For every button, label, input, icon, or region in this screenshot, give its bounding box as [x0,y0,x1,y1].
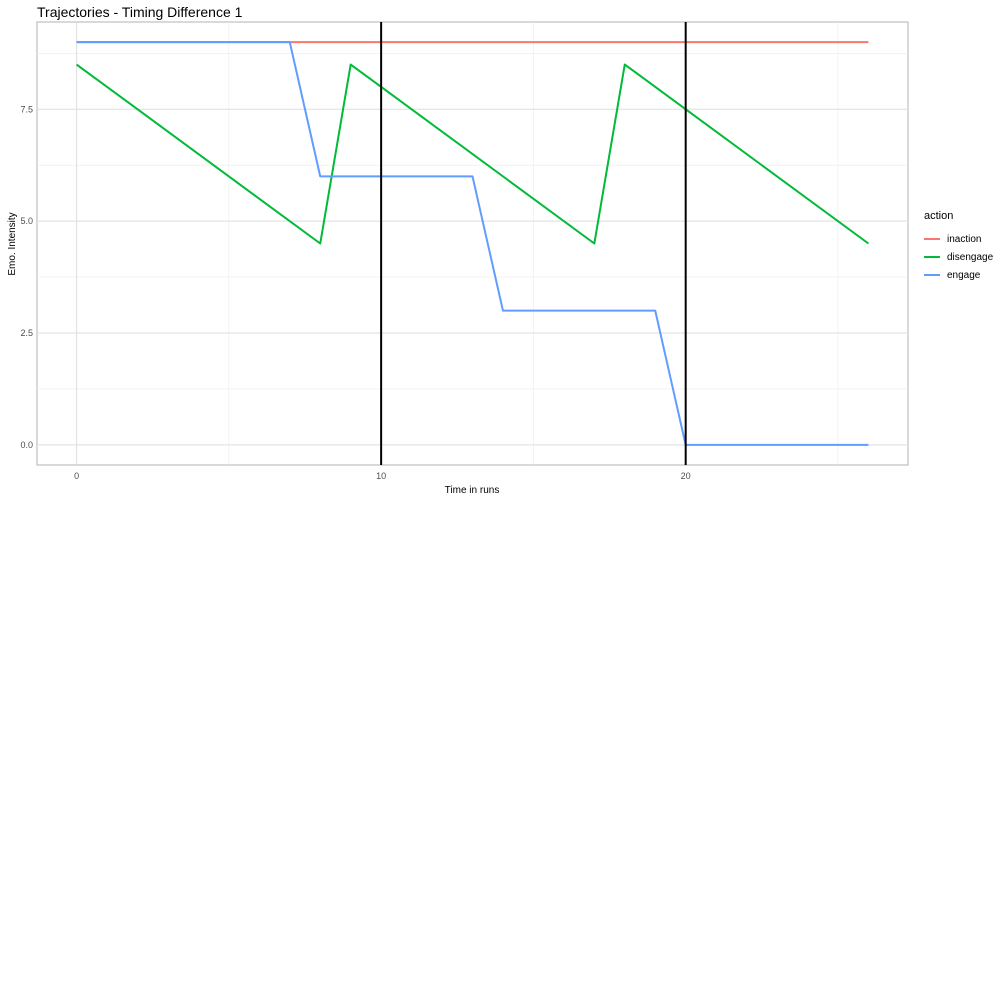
y-tick-label: 2.5 [20,328,33,338]
x-tick-label: 20 [681,471,691,481]
chart-title: Trajectories - Timing Difference 1 [37,4,243,20]
minor-gridlines [37,22,908,465]
legend-label: disengage [947,251,994,263]
legend-key [924,238,940,240]
y-axis-ticks: 0.0 2.5 5.0 7.5 [20,104,33,450]
series-layer [75,41,870,446]
x-tick-label: 0 [74,471,79,481]
legend-key [924,256,940,258]
series-line-engage [76,41,869,446]
y-tick-label: 7.5 [20,104,33,114]
plot-panel [36,21,909,466]
x-axis-ticks: 0 10 20 [74,471,691,481]
chart-plot: 0 10 20 0.0 2.5 5.0 7.5 Time in runs Emo. Int… [7,21,909,496]
x-tick-label: 10 [376,471,386,481]
legend-items: inaction disengage engage [924,230,993,284]
legend-key [924,274,940,276]
series-line-disengage [75,63,870,245]
x-axis-label: Time in runs [445,485,500,496]
y-tick-label: 5.0 [20,216,33,226]
legend-item-disengage: disengage [924,248,993,266]
legend: action inaction disengage engage [924,210,993,284]
legend-item-inaction: inaction [924,230,993,248]
legend-label: engage [947,269,981,281]
legend-label: inaction [947,233,982,245]
legend-title: action [924,210,954,222]
y-axis-label: Emo. Intensity [7,212,18,275]
y-tick-label: 0.0 [20,440,33,450]
reference-lines [380,22,687,465]
legend-item-engage: engage [924,266,993,284]
